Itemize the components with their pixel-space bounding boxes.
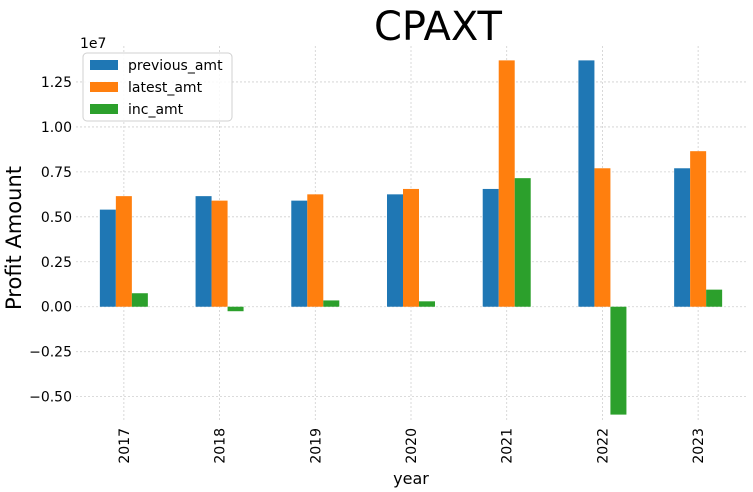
bar-latest_amt-2020 [403, 188, 419, 307]
bar-previous_amt-2021 [482, 188, 499, 307]
legend-swatch [90, 82, 118, 92]
bar-inc_amt-2023 [706, 289, 723, 307]
bar-inc_amt-2022 [610, 306, 627, 415]
x-tick-label: 2017 [117, 428, 133, 464]
bar-previous_amt-2020 [387, 194, 403, 307]
x-tick-label: 2023 [691, 428, 707, 464]
y-tick-label: 0.50 [41, 210, 72, 226]
x-axis-ticks: 2017 2018 2019 2020 2021 2022 2023 [117, 428, 707, 464]
legend-swatch [90, 104, 118, 114]
y-tick-label: −0.25 [29, 345, 72, 361]
x-axis-label: year [393, 469, 429, 488]
y-tick-label: 1.25 [41, 75, 72, 91]
legend-swatch [90, 60, 118, 70]
bar-latest_amt-2022 [594, 168, 611, 307]
legend: previous_amt latest_amt inc_amt [82, 52, 233, 122]
bar-inc_amt-2020 [419, 301, 435, 307]
bar-inc_amt-2021 [514, 178, 531, 307]
x-tick-label: 2020 [404, 428, 420, 464]
y-tick-label: −0.50 [29, 390, 72, 406]
bar-latest_amt-2023 [690, 151, 707, 307]
bars [99, 60, 723, 415]
legend-label: inc_amt [128, 102, 184, 118]
bar-previous_amt-2018 [195, 196, 212, 307]
y-tick-label: 0.75 [41, 165, 72, 181]
y-tick-label: 0.00 [41, 300, 72, 316]
y-axis-ticks: −0.50 −0.25 0.00 0.25 0.50 0.75 1.00 1.25 [29, 75, 72, 406]
bar-previous_amt-2022 [578, 60, 595, 307]
bar-inc_amt-2019 [323, 300, 340, 307]
y-offset-label: 1e7 [80, 36, 106, 52]
legend-label: latest_amt [128, 80, 203, 96]
bar-latest_amt-2018 [211, 200, 228, 307]
x-tick-label: 2019 [308, 428, 324, 464]
chart-title: CPAXT [374, 4, 503, 50]
x-tick-label: 2021 [500, 428, 516, 464]
y-tick-label: 0.25 [41, 255, 72, 271]
bar-latest_amt-2019 [307, 194, 324, 307]
legend-box [82, 52, 233, 122]
y-axis-label: Profit Amount [2, 166, 26, 310]
bar-latest_amt-2021 [498, 60, 515, 307]
bar-previous_amt-2019 [291, 200, 308, 307]
bar-latest_amt-2017 [115, 196, 132, 307]
bar-previous_amt-2017 [99, 209, 116, 307]
bar-previous_amt-2023 [674, 168, 691, 307]
legend-label: previous_amt [128, 58, 223, 74]
x-tick-label: 2022 [595, 428, 611, 464]
x-tick-label: 2018 [213, 428, 229, 464]
y-tick-label: 1.00 [41, 120, 72, 136]
bar-inc_amt-2018 [227, 306, 244, 312]
bar-inc_amt-2017 [131, 293, 148, 307]
